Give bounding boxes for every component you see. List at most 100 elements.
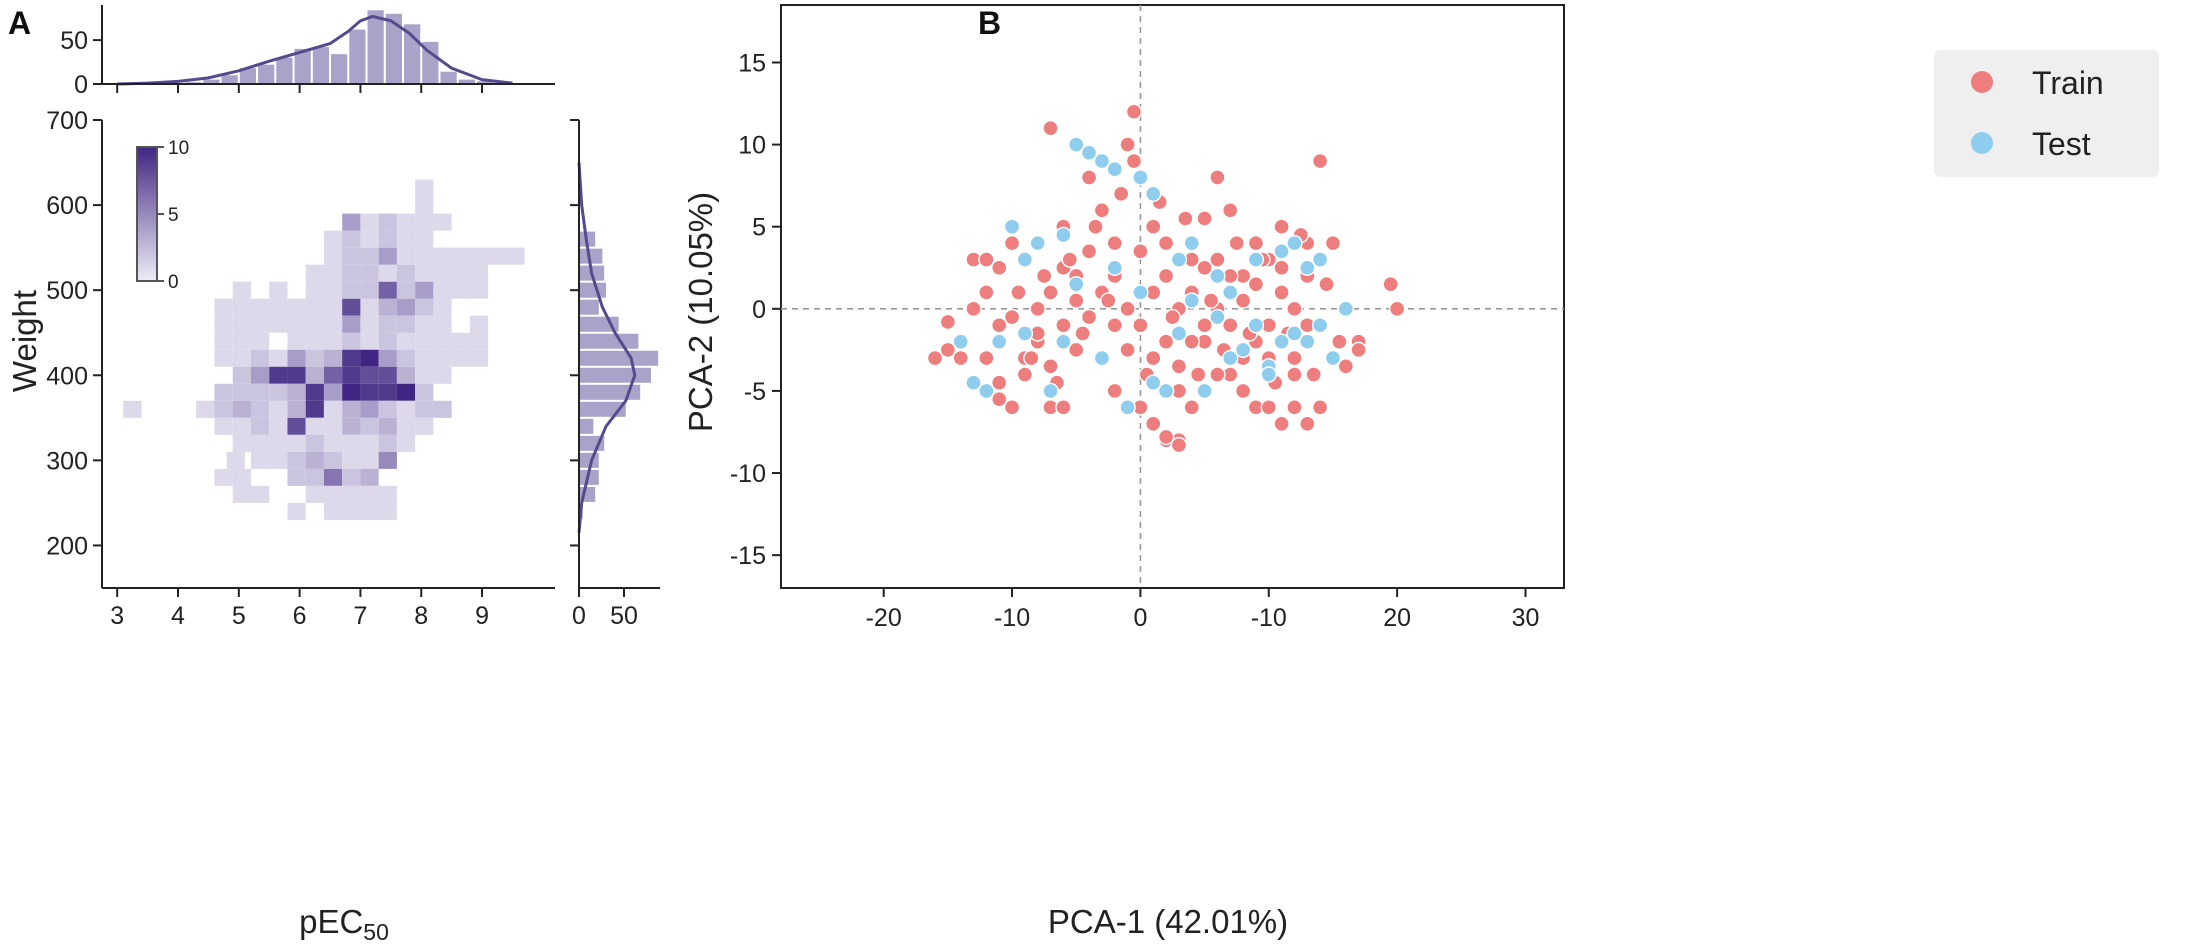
test-point (1247, 251, 1265, 268)
test-point (991, 333, 1008, 350)
heatmap-cell (305, 468, 324, 486)
test-point (1132, 284, 1149, 301)
heatmap-cell (378, 213, 397, 231)
heatmap-cell (378, 400, 397, 418)
train-point (1080, 169, 1098, 186)
heatmap-cell (378, 298, 397, 316)
train-point (1119, 300, 1136, 318)
heatmap-cell (323, 247, 343, 265)
top-hist-bar (385, 13, 402, 84)
panel-b-y-tick-label: -15 (730, 542, 766, 570)
test-point (1145, 185, 1162, 203)
train-point (1382, 275, 1399, 293)
train-point (1157, 428, 1175, 446)
heatmap-cell (232, 332, 251, 350)
heatmap-cell (378, 349, 397, 367)
heatmap-cell (250, 349, 270, 367)
heatmap-cell (415, 366, 434, 384)
test-point (1068, 275, 1085, 293)
train-point (1029, 300, 1046, 318)
train-point (1388, 300, 1406, 318)
heatmap-cell (415, 281, 434, 299)
train-point (1170, 358, 1188, 375)
panel-a-top-histogram: 0 50 (60, 5, 555, 99)
heatmap-cell (396, 298, 416, 316)
train-point (1106, 317, 1123, 334)
heatmap-cell (433, 281, 452, 299)
heatmap-cell (360, 451, 379, 469)
heatmap-cell (342, 366, 361, 384)
heatmap-cell (269, 315, 288, 333)
panel-b-y-tick-label: -5 (744, 378, 766, 406)
heatmap-cell (269, 451, 288, 469)
test-point (1286, 234, 1303, 252)
train-point (1318, 275, 1335, 293)
heatmap-cell (378, 315, 397, 333)
train-point (1003, 399, 1021, 416)
train-point (1183, 333, 1200, 350)
train-point (1209, 169, 1226, 186)
test-point (1311, 317, 1329, 334)
heatmap-cell (323, 230, 343, 248)
test-point (1183, 234, 1200, 252)
test-point (1286, 325, 1303, 342)
right-hist-bar (579, 248, 603, 264)
train-point (1145, 349, 1162, 367)
top-hist-bar (458, 79, 475, 84)
heatmap-cell (323, 315, 343, 333)
train-point (1202, 292, 1220, 309)
panel-a-y-tick-label: 400 (46, 362, 88, 390)
heatmap-cell (305, 400, 324, 418)
train-point (991, 374, 1008, 391)
heatmap-cell (433, 298, 452, 316)
panel-b-x-tick-label: 20 (1383, 604, 1411, 632)
heatmap-cell (323, 349, 343, 367)
top-hist-bar (422, 41, 439, 84)
test-point (1042, 382, 1059, 400)
test-point (1234, 341, 1252, 359)
panel-a-x-tick-label: 5 (232, 602, 246, 630)
legend-label-test: Test (2032, 126, 2091, 162)
heatmap-cell (469, 264, 489, 282)
panel-b-x-tick-label: 30 (1512, 604, 1540, 632)
heatmap-cell (305, 383, 324, 401)
train-point (1157, 333, 1175, 350)
heatmap-cell (232, 315, 251, 333)
heatmap-cell (342, 281, 361, 299)
heatmap-cell (269, 298, 288, 316)
heatmap-cell (360, 264, 379, 282)
heatmap-cell (396, 434, 416, 452)
heatmap-cell (269, 434, 288, 452)
test-point (1324, 349, 1342, 367)
train-point (1286, 399, 1303, 416)
train-point (1016, 366, 1034, 383)
train-point (1273, 218, 1290, 235)
top-hist-bar (312, 47, 330, 84)
heatmap-cell (269, 400, 288, 418)
heatmap-cell (323, 451, 343, 469)
train-point (1260, 399, 1277, 416)
heatmap-cell (305, 281, 324, 299)
train-point (1164, 308, 1181, 326)
heatmap-cell (396, 349, 416, 367)
heatmap-cell (433, 400, 452, 418)
heatmap-cell (232, 366, 251, 384)
right-hist-bar (579, 401, 626, 417)
heatmap-cell (378, 451, 397, 469)
train-point (1196, 259, 1213, 276)
train-point (1177, 210, 1194, 227)
train-point (1311, 152, 1329, 170)
heatmap-cell (415, 264, 434, 282)
heatmap-cell (250, 298, 270, 316)
heatmap-cell (342, 247, 361, 265)
colorbar-tick-label: 5 (168, 205, 179, 226)
train-point (991, 390, 1008, 408)
top-hist-bar (349, 29, 366, 84)
train-point (1286, 349, 1303, 367)
panel-b-y-tick-label: 5 (752, 214, 766, 242)
panel-a-x-tick-label: 7 (353, 602, 367, 630)
heatmap-cell (415, 400, 434, 418)
heatmap-cell (287, 502, 306, 520)
heatmap-cell (342, 468, 361, 486)
heatmap-cell (323, 434, 343, 452)
